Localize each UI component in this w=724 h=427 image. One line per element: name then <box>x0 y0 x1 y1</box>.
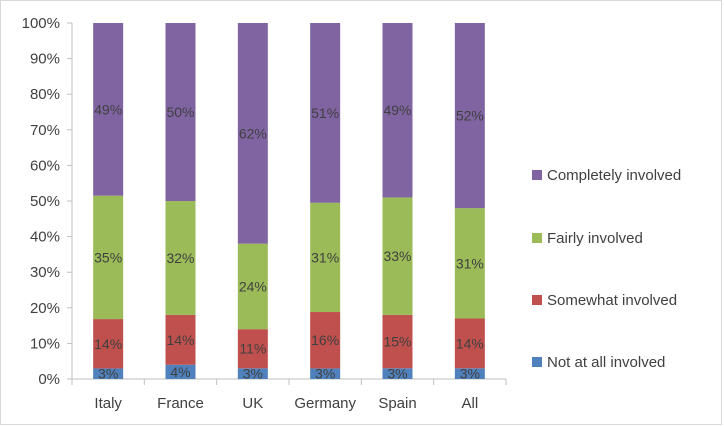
bar-segment <box>454 23 485 209</box>
data-label: 16% <box>311 332 339 348</box>
bar-segment <box>454 208 485 319</box>
bar-segment <box>237 243 268 330</box>
x-tick-label: France <box>157 395 204 412</box>
data-label: 4% <box>170 364 190 380</box>
bar-segment <box>237 23 268 244</box>
legend-label: Completely involved <box>547 167 681 184</box>
legend-label: Somewhat involved <box>547 292 677 309</box>
bar-segment <box>382 197 413 315</box>
data-label: 51% <box>311 105 339 121</box>
data-label: 3% <box>460 366 480 382</box>
x-tick-label: Italy <box>94 395 122 412</box>
bar-segment <box>382 314 413 369</box>
bar-segment <box>310 312 341 369</box>
legend-swatch <box>532 295 542 305</box>
y-tick-label: 90% <box>30 51 60 68</box>
bar-segment <box>382 368 413 379</box>
legend-label: Not at all involved <box>547 354 665 371</box>
data-label: 35% <box>94 249 122 265</box>
y-tick-label: 60% <box>30 157 60 174</box>
y-tick-label: 10% <box>30 335 60 352</box>
x-tick-label: UK <box>242 395 263 412</box>
data-label: 33% <box>383 248 411 264</box>
bar-segment <box>165 314 196 365</box>
y-tick-label: 50% <box>30 193 60 210</box>
y-tick-label: 0% <box>38 371 60 388</box>
y-tick-label: 40% <box>30 229 60 246</box>
bar-segment <box>310 202 341 313</box>
bar-segment <box>93 195 124 320</box>
data-label: 31% <box>311 249 339 265</box>
bar-segment <box>237 329 268 369</box>
y-tick-label: 20% <box>30 300 60 317</box>
bar-segment <box>382 23 413 198</box>
data-label: 49% <box>383 102 411 118</box>
data-label: 3% <box>98 366 118 382</box>
x-tick-label: Spain <box>378 395 416 412</box>
bar-segment <box>93 319 124 369</box>
y-tick-label: 100% <box>22 15 60 32</box>
data-label: 14% <box>94 336 122 352</box>
data-label: 62% <box>239 125 267 141</box>
bar-segment <box>165 201 196 315</box>
bar-segment <box>93 368 124 379</box>
data-label: 11% <box>239 341 266 357</box>
bar-segment <box>454 318 485 369</box>
data-label: 50% <box>166 104 194 120</box>
bar-segment <box>165 364 196 379</box>
bar-segment <box>237 368 268 379</box>
data-label: 31% <box>456 255 484 271</box>
bar-segment <box>310 23 341 203</box>
data-label: 15% <box>383 334 411 350</box>
bar-segment <box>93 23 124 196</box>
bar-segment <box>454 368 485 379</box>
legend-label: Fairly involved <box>547 230 643 247</box>
x-tick-label: All <box>461 395 478 412</box>
x-tick-label: Germany <box>294 395 356 412</box>
data-label: 24% <box>239 278 267 294</box>
y-tick-label: 70% <box>30 122 60 139</box>
data-label: 14% <box>166 332 194 348</box>
data-label: 3% <box>387 366 407 382</box>
legend-swatch <box>532 233 542 243</box>
legend-swatch <box>532 357 542 367</box>
y-tick-label: 80% <box>30 86 60 103</box>
data-label: 14% <box>456 335 484 351</box>
bar-segment <box>165 23 196 201</box>
y-tick-label: 30% <box>30 264 60 281</box>
data-label: 52% <box>456 108 484 124</box>
data-label: 49% <box>94 101 122 117</box>
data-label: 3% <box>315 366 335 382</box>
legend-swatch <box>532 170 542 180</box>
data-label: 3% <box>243 366 263 382</box>
bar-segment <box>310 368 341 379</box>
data-label: 32% <box>166 250 194 266</box>
